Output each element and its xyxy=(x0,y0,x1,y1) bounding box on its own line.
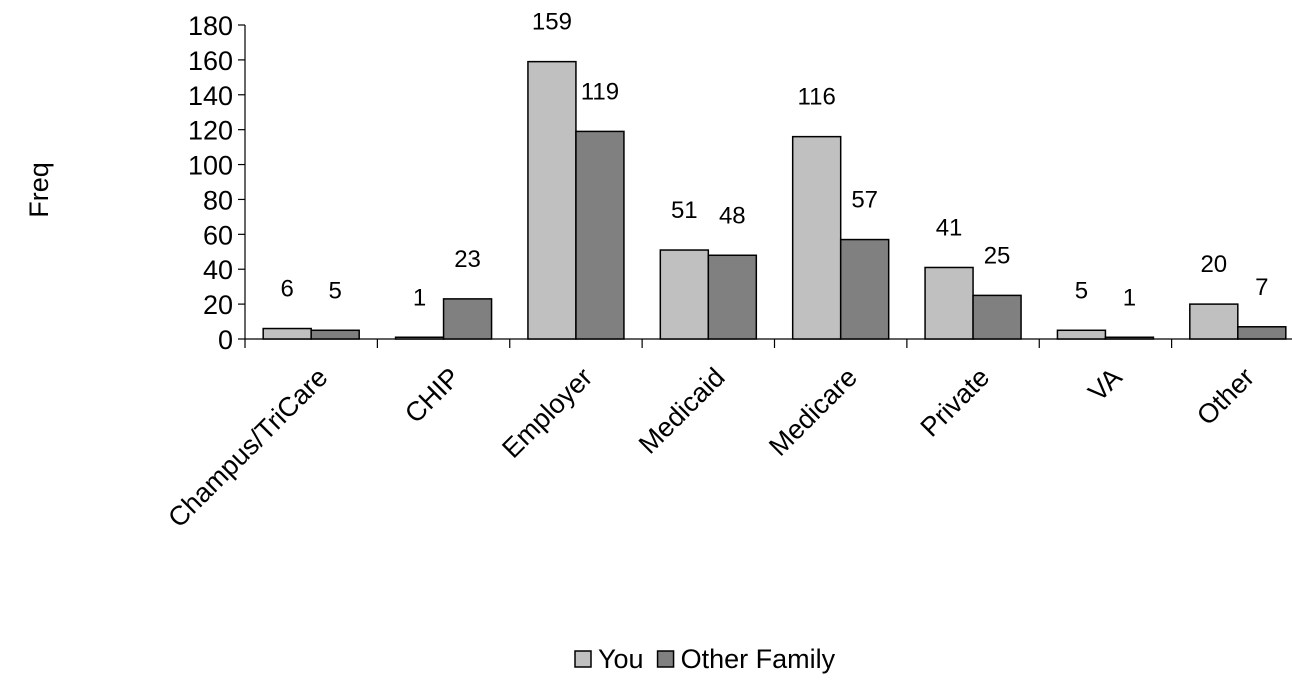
data-label: 51 xyxy=(671,197,698,224)
y-tick-label: 40 xyxy=(203,255,233,285)
y-tick-label: 160 xyxy=(188,46,233,76)
data-label: 23 xyxy=(454,246,481,273)
legend-label: You xyxy=(598,644,644,674)
bar-other-family xyxy=(442,298,493,340)
legend-label: Other Family xyxy=(681,644,836,674)
y-tick-label: 60 xyxy=(203,220,233,250)
y-axis-title: Freq xyxy=(24,162,54,218)
bar-you xyxy=(394,336,445,340)
data-label: 5 xyxy=(1075,277,1088,304)
data-label: 119 xyxy=(581,78,619,105)
bar-you xyxy=(659,249,710,340)
x-category-label: CHIP xyxy=(399,362,466,429)
x-category-label: VA xyxy=(1082,362,1127,407)
data-label: 20 xyxy=(1200,251,1227,278)
y-tick-label: 20 xyxy=(203,290,233,320)
data-label: 6 xyxy=(281,276,294,303)
data-label: 25 xyxy=(984,242,1011,269)
x-category-label: Other xyxy=(1191,362,1260,431)
y-tick-label: 140 xyxy=(188,81,233,111)
bar-other-family xyxy=(839,238,890,340)
data-label: 41 xyxy=(936,214,963,241)
y-tick-label: 80 xyxy=(203,185,233,215)
y-tick-label: 100 xyxy=(188,151,233,181)
data-label: 5 xyxy=(329,277,342,304)
data-labels: 6 1 159 51 116 41 5 20 5 23 119 48 57 25 1 7 xyxy=(281,9,1269,312)
legend: You Other Family xyxy=(574,644,836,674)
y-tick-label: 0 xyxy=(218,325,233,355)
y-tick-label: 180 xyxy=(188,11,233,41)
bar-other-family xyxy=(972,294,1022,340)
bar-other-family xyxy=(575,130,625,340)
x-category-label: Private xyxy=(915,362,996,443)
bar-you xyxy=(262,327,312,340)
axes: 020406080100120140160180FreqChampus/TriC… xyxy=(24,11,1292,533)
bar-you xyxy=(527,60,577,340)
bar-other-family xyxy=(1104,336,1155,340)
x-category-label: Medicaid xyxy=(633,362,731,460)
bar-you xyxy=(924,266,974,340)
x-category-label: Employer xyxy=(496,362,598,464)
bars xyxy=(262,60,1287,340)
legend-swatch-you xyxy=(574,650,592,668)
bar-other-family xyxy=(310,329,360,340)
legend-swatch-other-family xyxy=(656,650,675,668)
x-category-label: Champus/TriCare xyxy=(162,362,333,533)
data-label: 48 xyxy=(719,202,746,229)
y-tick-label: 120 xyxy=(188,116,233,146)
bar-you xyxy=(1056,329,1107,340)
bar-you xyxy=(1189,303,1239,340)
data-label: 1 xyxy=(413,284,426,311)
data-label: 57 xyxy=(851,187,878,214)
bar-you xyxy=(791,135,842,340)
data-label: 159 xyxy=(532,9,572,36)
x-category-label: Medicare xyxy=(763,362,863,462)
data-label: 7 xyxy=(1255,274,1268,301)
bar-other-family xyxy=(707,254,758,340)
bar-other-family xyxy=(1237,326,1287,340)
data-label: 116 xyxy=(798,84,836,111)
data-label: 1 xyxy=(1123,284,1136,311)
